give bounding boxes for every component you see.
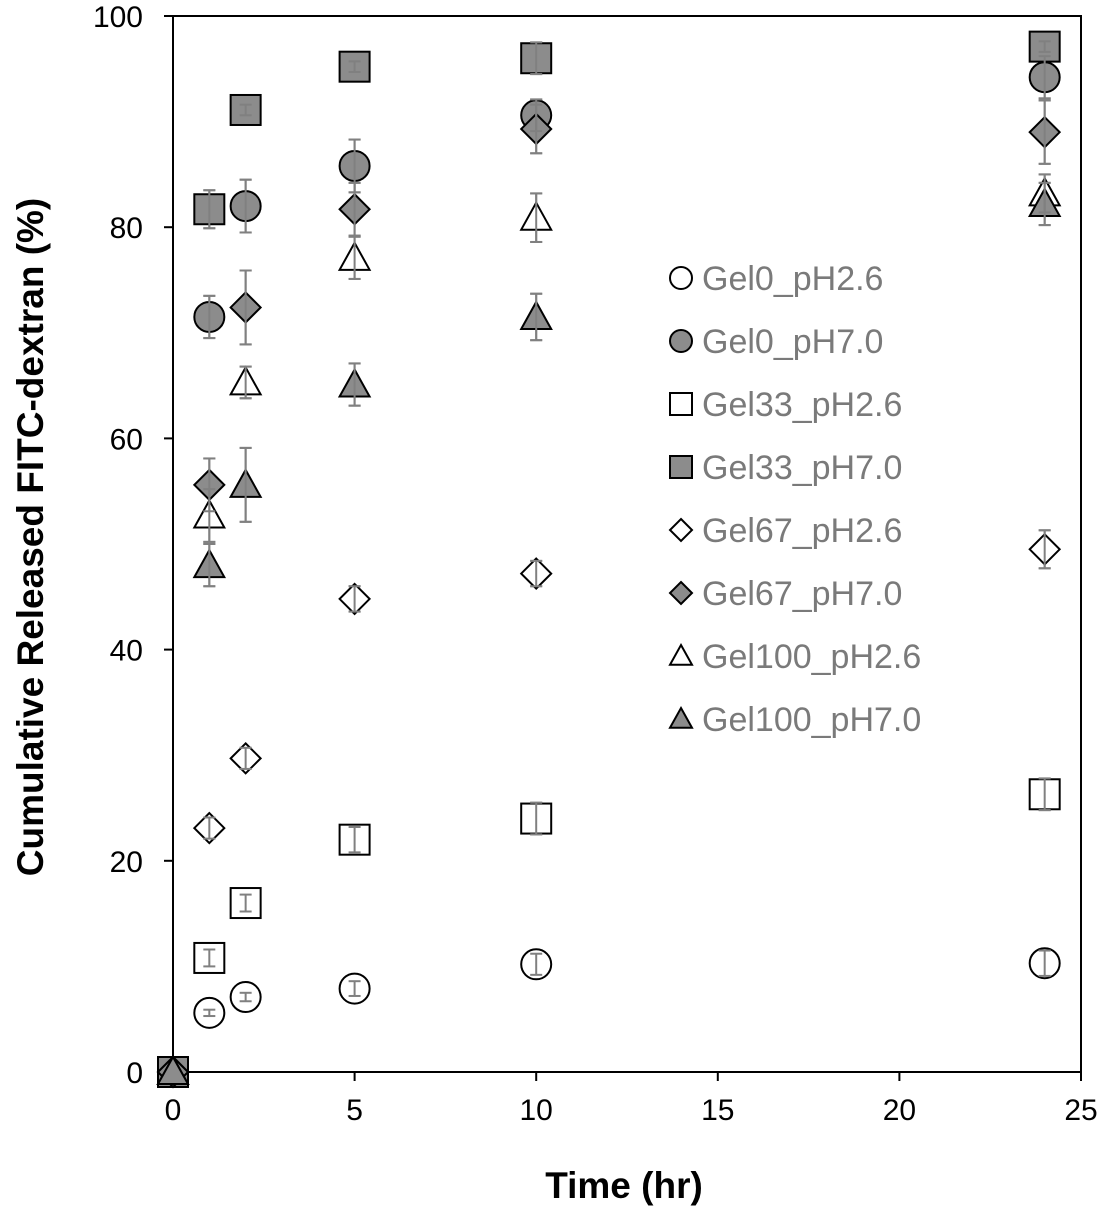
y-tick-label: 60 <box>110 423 143 456</box>
x-axis-title: Time (hr) <box>545 1165 703 1206</box>
legend-gel67-ph2-6-label: Gel67_pH2.6 <box>702 512 902 550</box>
x-tick-label: 0 <box>165 1094 182 1127</box>
x-tick-label: 20 <box>883 1094 916 1127</box>
legend-gel100-ph2-6-label: Gel100_pH2.6 <box>702 638 921 676</box>
legend-gel0-ph2-6-label: Gel0_pH2.6 <box>702 260 883 298</box>
legend-gel67-ph2-6-marker <box>668 517 694 543</box>
y-tick-label: 80 <box>110 212 143 245</box>
legend-gel0-ph7-0-label: Gel0_pH7.0 <box>702 323 883 361</box>
legend-gel33-ph2-6-marker <box>669 392 693 416</box>
legend-gel33-ph2-6-label: Gel33_pH2.6 <box>702 386 902 424</box>
y-axis-title: Cumulative Released FITC-dextran (%) <box>10 198 51 876</box>
legend-gel0-ph7-0-marker <box>669 329 693 353</box>
legend-gel33-ph7-0-marker <box>669 455 693 479</box>
legend-gel33-ph7-0-label: Gel33_pH7.0 <box>702 449 902 487</box>
legend-gel100-ph2-6-marker <box>668 642 694 666</box>
y-tick-label: 20 <box>110 846 143 879</box>
legend-gel100-ph7-0-label: Gel100_pH7.0 <box>702 701 921 739</box>
x-tick-label: 10 <box>520 1094 553 1127</box>
x-tick-label: 5 <box>346 1094 363 1127</box>
gel100-ph7-0-point <box>156 1054 190 1085</box>
x-tick-label: 25 <box>1064 1094 1097 1127</box>
errorbar-overlay <box>203 40 1051 1018</box>
legend-gel67-ph7-0-marker <box>668 580 694 606</box>
legend-gel0-ph2-6-marker <box>669 266 693 290</box>
y-tick-label: 0 <box>126 1057 143 1090</box>
x-tick-label: 15 <box>701 1094 734 1127</box>
y-tick-label: 100 <box>93 1 143 34</box>
y-tick-label: 40 <box>110 635 143 668</box>
plot-area-frame <box>172 15 1082 1073</box>
legend-gel67-ph7-0-label: Gel67_pH7.0 <box>702 575 902 613</box>
legend-gel100-ph7-0-marker <box>668 705 694 729</box>
